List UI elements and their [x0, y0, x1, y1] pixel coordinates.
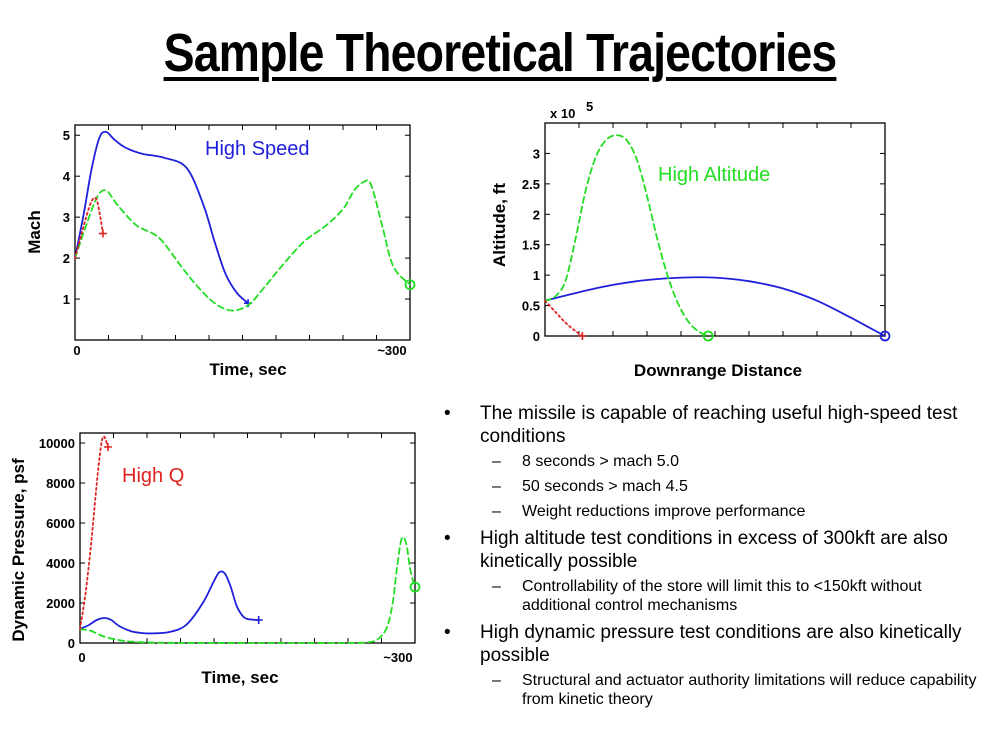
sub-bullet-marker: –: [492, 453, 501, 470]
y-tick-label: 6000: [46, 516, 75, 531]
page-title: Sample Theoretical Trajectories: [70, 22, 930, 84]
bullet-marker: •: [444, 403, 451, 424]
bullet-marker: •: [444, 622, 451, 643]
series-end-marker: [103, 443, 112, 451]
y-axis-label: Altitude, ft: [490, 183, 509, 267]
sub-bullet-item: – 50 seconds > mach 4.5: [440, 477, 990, 496]
series-end-marker: [702, 330, 714, 342]
y-tick-label: 8000: [46, 476, 75, 491]
y-tick-label: 0: [68, 636, 75, 651]
series-end-marker: [409, 581, 421, 593]
y-tick-label: 5: [63, 128, 70, 143]
x-axis-label: Downrange Distance: [634, 361, 802, 380]
sub-bullet-marker: –: [492, 503, 501, 520]
series-line-high-altitude: [79, 536, 416, 644]
y-tick-label: 4: [63, 169, 71, 184]
x-tick-label: 0: [78, 650, 85, 665]
series-line-high-altitude: [74, 179, 411, 312]
y-tick-label: 3: [63, 210, 70, 225]
y-tick-label: 1.5: [522, 238, 540, 253]
chart-dynamic-pressure: 0 2000 4000 6000 8000 10000 0 ~300 Time, sec Dyna…: [9, 432, 421, 687]
series-line-high-q: [79, 435, 109, 630]
chart-mach: 1 2 3 4 5 0 ~300 Time, sec Mach High Speed: [25, 124, 416, 379]
x-tick-label: ~300: [377, 343, 406, 358]
y-tick-label: 2: [63, 251, 70, 266]
page-title-text: Sample Theoretical Trajectories: [163, 23, 838, 83]
series-line-high-speed: [79, 570, 260, 635]
y-multiplier-label: x 10: [550, 106, 575, 121]
y-tick-label: 2000: [46, 596, 75, 611]
y-tick-label: 4000: [46, 556, 75, 571]
sub-bullet-item: – Weight reductions improve performance: [440, 502, 990, 521]
sub-bullet-item: – Structural and actuator authority limit…: [440, 671, 990, 709]
y-tick-label: 10000: [39, 436, 75, 451]
sub-bullet-marker: –: [492, 672, 501, 689]
bullet-item: • The missile is capable of reaching usef…: [440, 402, 990, 448]
bullet-marker: •: [444, 528, 451, 549]
bullet-text: High altitude test conditions in excess …: [480, 528, 948, 572]
sub-bullet-marker: –: [492, 478, 501, 495]
series-end-marker: [404, 279, 416, 291]
series-line-high-q: [74, 196, 104, 259]
y-tick-label: 1: [533, 268, 540, 283]
y-tick-label: 2: [533, 207, 540, 222]
chart-annotation: High Altitude: [658, 164, 770, 186]
sub-bullet-item: – 8 seconds > mach 5.0: [440, 452, 990, 471]
chart-annotation: High Q: [122, 465, 184, 487]
sub-bullet-text: Controllability of the store will limit …: [522, 578, 922, 614]
y-tick-label: 1: [63, 292, 70, 307]
y-axis-label: Dynamic Pressure, psf: [9, 458, 28, 642]
chart-annotation: High Speed: [205, 138, 310, 160]
bullet-item: • High altitude test conditions in excess…: [440, 527, 990, 573]
bullet-list: • The missile is capable of reaching usef…: [440, 402, 990, 715]
series-end-marker: [98, 229, 107, 238]
series-line-high-altitude: [544, 134, 710, 337]
y-tick-label: 0: [533, 329, 540, 344]
sub-bullet-text: Structural and actuator authority limita…: [522, 672, 977, 708]
bullet-text: The missile is capable of reaching usefu…: [480, 403, 958, 447]
series-end-marker: [254, 616, 263, 624]
x-axis-label: Time, sec: [201, 668, 278, 687]
y-tick-label: 3: [533, 146, 540, 161]
bullet-item: • High dynamic pressure test conditions a…: [440, 621, 990, 667]
x-tick-label: 0: [73, 343, 80, 358]
x-tick-label: ~300: [383, 650, 412, 665]
y-tick-label: 0.5: [522, 299, 540, 314]
series-line-high-speed: [544, 276, 886, 337]
sub-bullet-marker: –: [492, 578, 501, 595]
y-tick-label: 2.5: [522, 177, 540, 192]
sub-bullet-text: 8 seconds > mach 5.0: [522, 453, 679, 470]
bullet-text: High dynamic pressure test conditions ar…: [480, 622, 962, 666]
sub-bullet-item: – Controllability of the store will limit…: [440, 577, 990, 615]
sub-bullet-text: 50 seconds > mach 4.5: [522, 478, 688, 495]
x-axis-label: Time, sec: [209, 360, 286, 379]
sub-bullet-text: Weight reductions improve performance: [522, 503, 806, 520]
y-multiplier-exponent: 5: [586, 99, 593, 114]
series-line-high-speed: [74, 130, 249, 304]
chart-altitude: 0 0.5 1 1.5 2 2.5 3 Downrange Distance Altitude,…: [490, 99, 891, 380]
series-end-marker: [578, 332, 587, 340]
y-axis-label: Mach: [25, 210, 44, 253]
series-end-marker: [879, 330, 891, 342]
series-line-high-q: [544, 299, 584, 337]
